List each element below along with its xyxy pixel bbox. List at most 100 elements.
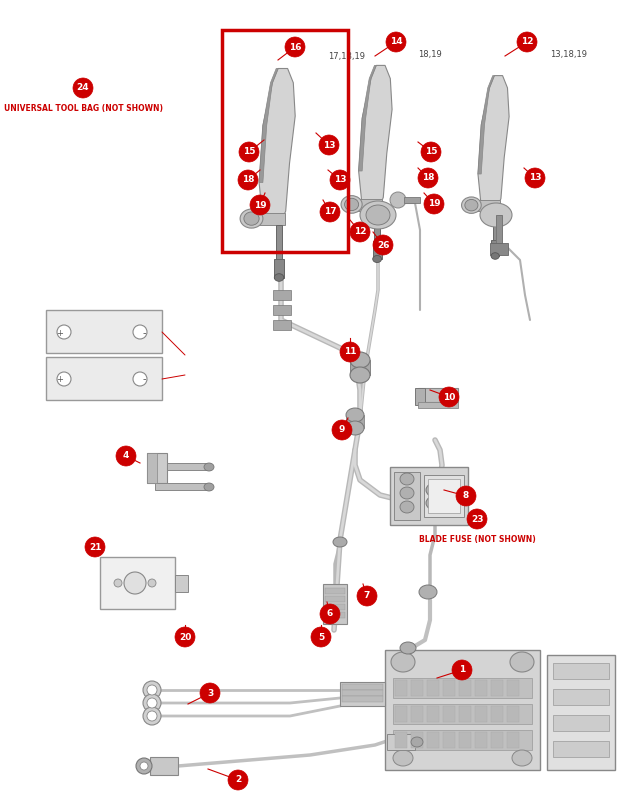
Bar	[372, 242, 381, 259]
Ellipse shape	[366, 205, 390, 225]
Text: 21: 21	[89, 543, 101, 551]
Circle shape	[320, 202, 340, 222]
Circle shape	[517, 32, 537, 52]
Circle shape	[350, 222, 370, 242]
Circle shape	[239, 142, 259, 162]
Bar	[443, 706, 455, 722]
Bar	[467, 200, 500, 211]
Bar	[443, 732, 455, 748]
Bar	[342, 690, 383, 696]
Ellipse shape	[204, 483, 214, 491]
Ellipse shape	[393, 750, 413, 766]
Text: 5: 5	[318, 633, 324, 642]
Bar	[424, 475, 464, 517]
Bar	[475, 680, 487, 696]
Bar	[247, 213, 285, 225]
Bar	[459, 680, 471, 696]
Circle shape	[57, 372, 71, 386]
Text: 12: 12	[354, 228, 366, 237]
Circle shape	[390, 192, 406, 208]
Bar	[493, 211, 498, 243]
Text: 18,19: 18,19	[418, 49, 442, 58]
Bar	[273, 290, 291, 300]
Bar	[374, 211, 380, 246]
Text: 17: 17	[324, 208, 336, 217]
Polygon shape	[259, 68, 278, 182]
Ellipse shape	[136, 758, 152, 774]
Bar	[395, 732, 407, 748]
Text: 20: 20	[179, 633, 191, 642]
Bar	[46, 310, 162, 353]
Bar	[418, 402, 458, 408]
Bar	[393, 678, 532, 698]
Bar	[411, 706, 423, 722]
Circle shape	[143, 707, 161, 725]
Circle shape	[340, 342, 360, 362]
Bar	[394, 472, 420, 520]
Bar	[385, 650, 540, 770]
Bar	[507, 706, 519, 722]
Bar	[418, 388, 458, 402]
Ellipse shape	[400, 501, 414, 513]
Circle shape	[143, 694, 161, 712]
Bar	[491, 732, 503, 748]
Circle shape	[143, 681, 161, 699]
Circle shape	[116, 446, 136, 466]
Bar	[443, 680, 455, 696]
Ellipse shape	[426, 483, 444, 497]
Circle shape	[386, 32, 406, 52]
Bar	[411, 680, 423, 696]
Bar	[547, 655, 615, 770]
Bar	[553, 663, 609, 679]
Bar	[393, 730, 532, 750]
Ellipse shape	[333, 537, 347, 547]
Bar	[459, 706, 471, 722]
Text: 3: 3	[207, 689, 213, 697]
Bar	[415, 388, 425, 405]
Ellipse shape	[240, 209, 263, 228]
Text: 10: 10	[443, 393, 455, 401]
Text: 2: 2	[235, 775, 241, 784]
Circle shape	[330, 170, 350, 190]
Ellipse shape	[411, 737, 423, 747]
Circle shape	[147, 711, 157, 721]
Text: 17,18,19: 17,18,19	[328, 53, 365, 62]
Circle shape	[73, 78, 93, 98]
Circle shape	[140, 762, 148, 770]
Bar	[387, 734, 415, 750]
Text: 13: 13	[529, 174, 541, 182]
Ellipse shape	[344, 198, 358, 211]
Circle shape	[418, 168, 438, 188]
Bar	[273, 305, 291, 315]
Text: BLADE FUSE (NOT SHOWN): BLADE FUSE (NOT SHOWN)	[419, 535, 536, 544]
Bar	[475, 732, 487, 748]
Text: 18: 18	[422, 174, 435, 182]
Bar	[325, 588, 345, 594]
Text: 15: 15	[243, 148, 255, 157]
Ellipse shape	[346, 408, 364, 422]
Bar	[395, 706, 407, 722]
Ellipse shape	[510, 652, 534, 672]
Circle shape	[424, 194, 444, 214]
Bar	[347, 200, 383, 211]
Text: +: +	[56, 375, 63, 384]
Text: -: -	[142, 328, 146, 338]
Bar	[276, 225, 282, 264]
Text: 8: 8	[463, 491, 469, 500]
Circle shape	[320, 604, 340, 624]
Ellipse shape	[346, 421, 364, 435]
Ellipse shape	[465, 200, 478, 211]
Bar	[428, 479, 460, 513]
Bar	[393, 704, 532, 724]
Bar	[496, 215, 502, 245]
Text: 6: 6	[327, 610, 333, 619]
Bar	[340, 682, 385, 706]
Ellipse shape	[400, 473, 414, 485]
Circle shape	[57, 325, 71, 339]
Circle shape	[250, 195, 270, 215]
Ellipse shape	[480, 203, 512, 227]
Bar	[175, 575, 188, 592]
Bar	[323, 584, 347, 624]
Ellipse shape	[391, 652, 415, 672]
Bar	[475, 706, 487, 722]
